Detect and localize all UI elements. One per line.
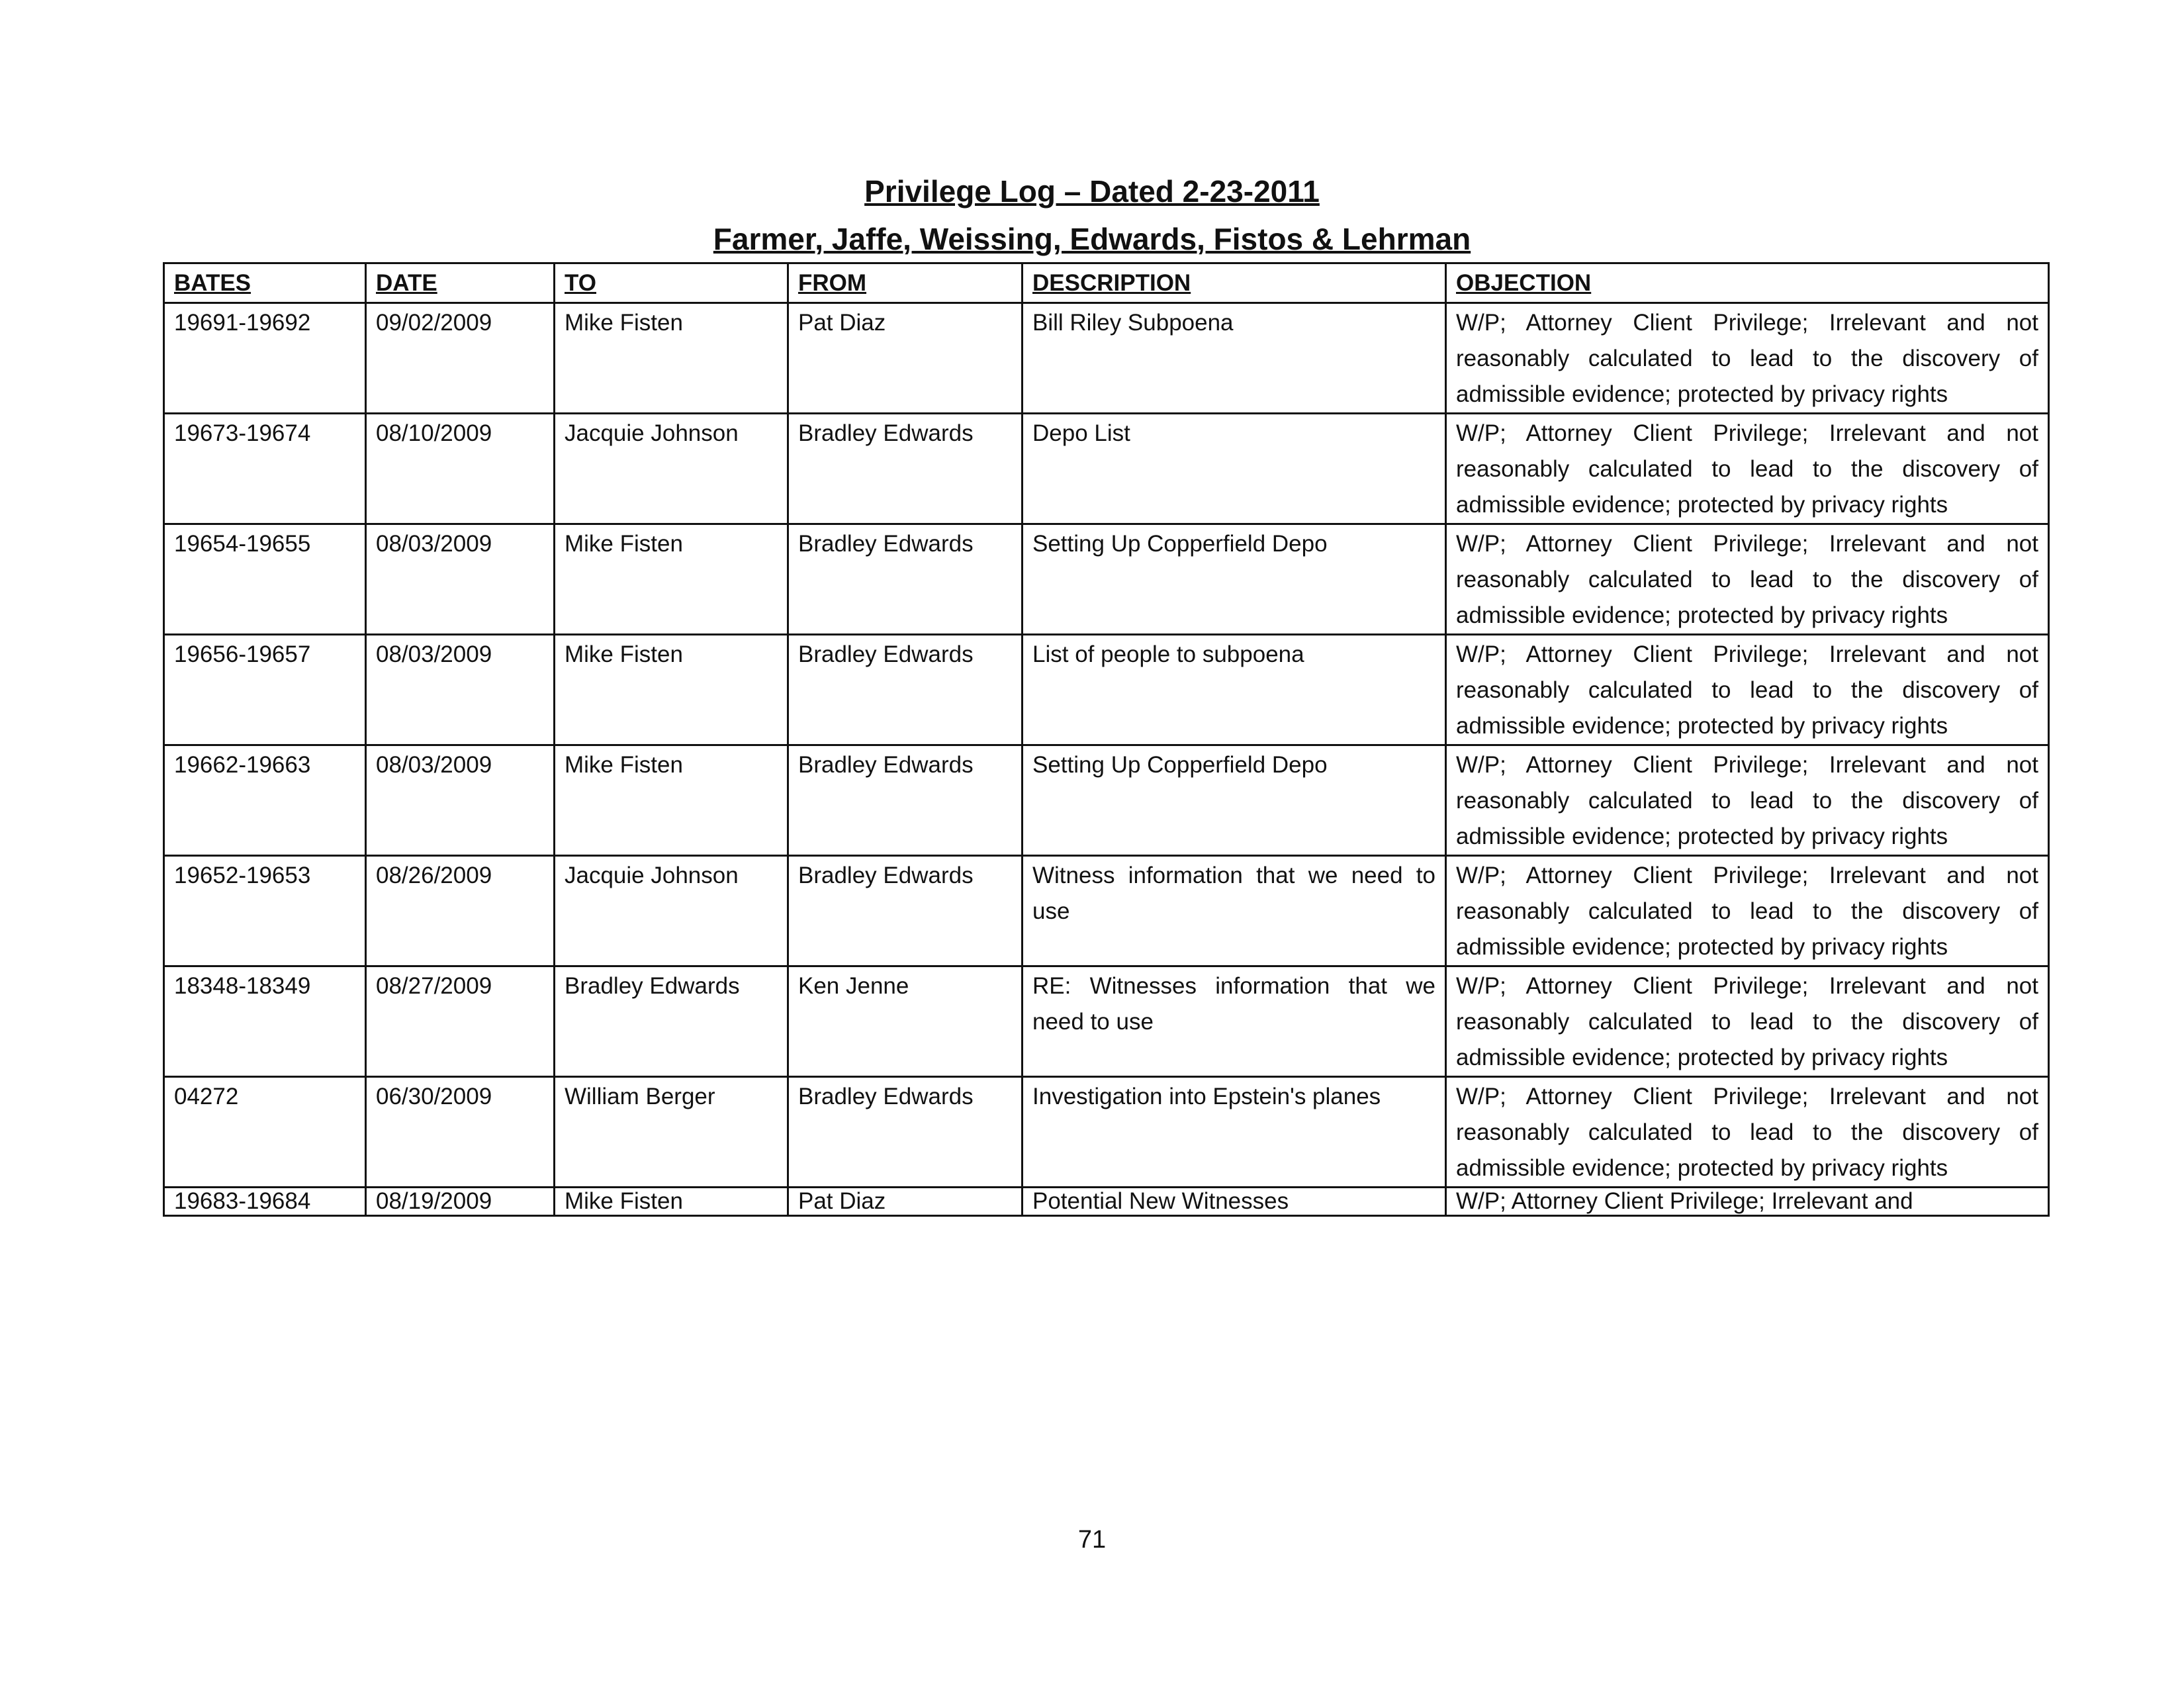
cell-description: Witness information that we need to use: [1021, 855, 1447, 967]
page-number: 71: [1077, 1526, 1107, 1554]
table-row: 19683-19684 08/19/2009 Mike Fisten Pat Diaz…: [163, 1186, 2050, 1217]
cell-description: Depo List: [1021, 412, 1447, 525]
table-header-row: BATES DATE TO FROM DESCRIPTION OBJECTION: [163, 262, 2050, 304]
cell-bates: 19673-19674: [163, 412, 367, 525]
cell-from: Bradley Edwards: [787, 523, 1023, 635]
cell-bates: 19656-19657: [163, 633, 367, 746]
cell-objection: W/P; Attorney Client Privilege; Irreleva…: [1445, 1076, 2050, 1188]
table-row: 19656-19657 08/03/2009 Mike Fisten Bradley …: [163, 633, 2050, 746]
cell-date: 08/27/2009: [365, 965, 555, 1078]
cell-to: Mike Fisten: [553, 633, 789, 746]
column-header-bates: BATES: [163, 262, 367, 304]
cell-from: Ken Jenne: [787, 965, 1023, 1078]
cell-bates: 04272: [163, 1076, 367, 1188]
cell-objection: W/P; Attorney Client Privilege; Irreleva…: [1445, 302, 2050, 414]
cell-bates: 19662-19663: [163, 744, 367, 857]
column-header-objection: OBJECTION: [1445, 262, 2050, 304]
cell-to: Mike Fisten: [553, 523, 789, 635]
privilege-log-table: BATES DATE TO FROM DESCRIPTION OBJECTION…: [163, 262, 2050, 1217]
table-row: 19662-19663 08/03/2009 Mike Fisten Bradley …: [163, 744, 2050, 857]
cell-from: Bradley Edwards: [787, 744, 1023, 857]
cell-from: Bradley Edwards: [787, 855, 1023, 967]
table-row: 19691-19692 09/02/2009 Mike Fisten Pat Diaz…: [163, 302, 2050, 414]
cell-description: Investigation into Epstein's planes: [1021, 1076, 1447, 1188]
cell-objection: W/P; Attorney Client Privilege; Irreleva…: [1445, 412, 2050, 525]
cell-to: Jacquie Johnson: [553, 855, 789, 967]
table-row: 19673-19674 08/10/2009 Jacquie Johnson Brad…: [163, 412, 2050, 525]
column-header-from: FROM: [787, 262, 1023, 304]
cell-bates: 19654-19655: [163, 523, 367, 635]
page-subtitle: Farmer, Jaffe, Weissing, Edwards, Fistos…: [713, 222, 1471, 256]
cell-to: Bradley Edwards: [553, 965, 789, 1078]
cell-date: 09/02/2009: [365, 302, 555, 414]
cell-description: Setting Up Copperfield Depo: [1021, 523, 1447, 635]
column-header-description: DESCRIPTION: [1021, 262, 1447, 304]
cell-from: Pat Diaz: [787, 302, 1023, 414]
cell-date: 08/03/2009: [365, 744, 555, 857]
cell-objection: W/P; Attorney Client Privilege; Irreleva…: [1445, 1186, 2050, 1217]
cell-description: List of people to subpoena: [1021, 633, 1447, 746]
cell-objection: W/P; Attorney Client Privilege; Irreleva…: [1445, 633, 2050, 746]
cell-from: Pat Diaz: [787, 1186, 1023, 1217]
page-title: Privilege Log – Dated 2-23-2011: [864, 174, 1320, 209]
cell-objection: W/P; Attorney Client Privilege; Irreleva…: [1445, 855, 2050, 967]
cell-description: Setting Up Copperfield Depo: [1021, 744, 1447, 857]
table-row: 19654-19655 08/03/2009 Mike Fisten Bradley …: [163, 523, 2050, 635]
column-header-date: DATE: [365, 262, 555, 304]
cell-bates: 19691-19692: [163, 302, 367, 414]
cell-objection: W/P; Attorney Client Privilege; Irreleva…: [1445, 523, 2050, 635]
cell-to: Mike Fisten: [553, 744, 789, 857]
cell-from: Bradley Edwards: [787, 412, 1023, 525]
cell-description: RE: Witnesses information that we need t…: [1021, 965, 1447, 1078]
cell-date: 08/26/2009: [365, 855, 555, 967]
cell-description: Potential New Witnesses: [1021, 1186, 1447, 1217]
cell-to: William Berger: [553, 1076, 789, 1188]
cell-date: 06/30/2009: [365, 1076, 555, 1188]
cell-date: 08/03/2009: [365, 523, 555, 635]
cell-bates: 19683-19684: [163, 1186, 367, 1217]
cell-objection: W/P; Attorney Client Privilege; Irreleva…: [1445, 965, 2050, 1078]
table-row: 19652-19653 08/26/2009 Jacquie Johnson Brad…: [163, 855, 2050, 967]
cell-to: Jacquie Johnson: [553, 412, 789, 525]
cell-date: 08/19/2009: [365, 1186, 555, 1217]
column-header-to: TO: [553, 262, 789, 304]
cell-objection: W/P; Attorney Client Privilege; Irreleva…: [1445, 744, 2050, 857]
table-row: 18348-18349 08/27/2009 Bradley Edwards Ken …: [163, 965, 2050, 1078]
cell-description: Bill Riley Subpoena: [1021, 302, 1447, 414]
table-row: 04272 06/30/2009 William Berger Bradley Edw…: [163, 1076, 2050, 1188]
cell-date: 08/03/2009: [365, 633, 555, 746]
cell-bates: 19652-19653: [163, 855, 367, 967]
cell-to: Mike Fisten: [553, 302, 789, 414]
cell-to: Mike Fisten: [553, 1186, 789, 1217]
cell-from: Bradley Edwards: [787, 633, 1023, 746]
cell-from: Bradley Edwards: [787, 1076, 1023, 1188]
cell-date: 08/10/2009: [365, 412, 555, 525]
cell-bates: 18348-18349: [163, 965, 367, 1078]
